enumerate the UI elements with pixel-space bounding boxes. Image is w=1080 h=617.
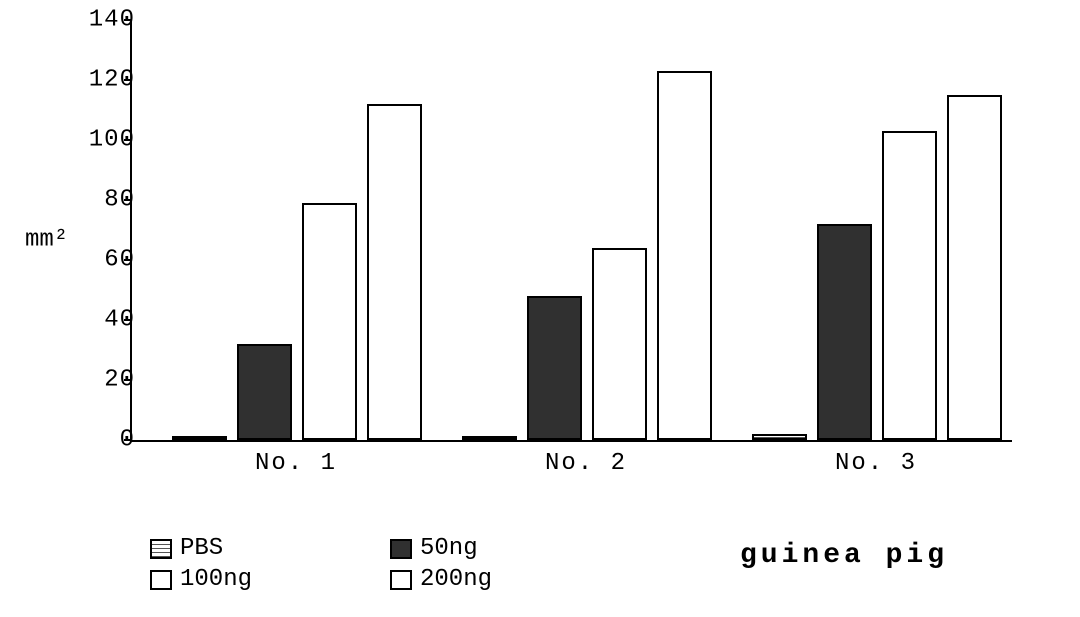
legend-swatch-100ng xyxy=(150,570,172,590)
legend-item-50ng: 50ng xyxy=(390,535,570,562)
annotation-guinea-pig: guinea pig xyxy=(740,540,948,571)
bar xyxy=(237,344,292,440)
legend-label: PBS xyxy=(180,535,223,562)
plot-area xyxy=(130,20,1012,442)
legend-label: 50ng xyxy=(420,535,478,562)
bar xyxy=(882,131,937,440)
x-axis-label: No. 1 xyxy=(255,450,337,477)
y-tick-label: 120 xyxy=(65,67,135,94)
bar xyxy=(302,203,357,440)
bar-chart: mm² 020406080100120140 No. 1No. 2No. 3 xyxy=(130,20,1030,460)
bar xyxy=(172,436,227,440)
x-axis-label: No. 3 xyxy=(835,450,917,477)
y-tick-label: 100 xyxy=(65,127,135,154)
y-tick-label: 140 xyxy=(65,7,135,34)
legend-swatch-50ng xyxy=(390,539,412,559)
y-axis-label: mm² xyxy=(25,227,68,254)
legend-item-100ng: 100ng xyxy=(150,566,330,593)
bar xyxy=(947,95,1002,440)
bar xyxy=(752,434,807,440)
legend-row: PBS 50ng xyxy=(150,535,570,562)
y-tick-label: 20 xyxy=(65,367,135,394)
bar xyxy=(817,224,872,440)
bar xyxy=(367,104,422,440)
x-axis-label: No. 2 xyxy=(545,450,627,477)
legend-item-200ng: 200ng xyxy=(390,566,570,593)
y-tick-label: 60 xyxy=(65,247,135,274)
legend-item-pbs: PBS xyxy=(150,535,330,562)
bar xyxy=(527,296,582,440)
legend-label: 100ng xyxy=(180,566,252,593)
legend-row: 100ng 200ng xyxy=(150,566,570,593)
legend-swatch-200ng xyxy=(390,570,412,590)
y-tick-label: 40 xyxy=(65,307,135,334)
legend: PBS 50ng 100ng 200ng xyxy=(150,535,570,597)
legend-swatch-pbs xyxy=(150,539,172,559)
bar xyxy=(657,71,712,440)
bar xyxy=(462,436,517,440)
legend-label: 200ng xyxy=(420,566,492,593)
bar xyxy=(592,248,647,440)
y-tick-label: 80 xyxy=(65,187,135,214)
bars-area xyxy=(132,20,1012,440)
y-tick-label: 0 xyxy=(65,427,135,454)
